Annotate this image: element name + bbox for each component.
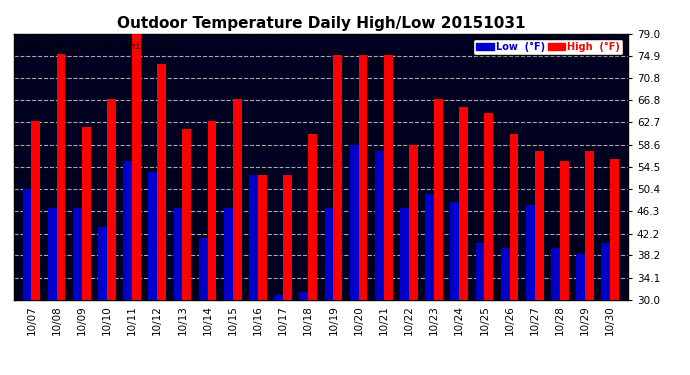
Bar: [308, 134, 317, 300]
Bar: [409, 145, 417, 300]
Bar: [182, 129, 191, 300]
Bar: [132, 34, 141, 300]
Bar: [535, 151, 544, 300]
Bar: [224, 208, 233, 300]
Text: Copyright 2015 Cartronics.com: Copyright 2015 Cartronics.com: [17, 42, 172, 51]
Bar: [157, 64, 166, 300]
Bar: [124, 162, 132, 300]
Bar: [23, 189, 32, 300]
Bar: [425, 194, 434, 300]
Bar: [576, 254, 585, 300]
Bar: [551, 248, 560, 300]
Bar: [57, 54, 66, 300]
Bar: [526, 205, 535, 300]
Bar: [400, 208, 409, 300]
Bar: [350, 145, 359, 300]
Bar: [32, 121, 40, 300]
Bar: [484, 112, 493, 300]
Bar: [73, 208, 81, 300]
Bar: [98, 226, 107, 300]
Bar: [299, 292, 308, 300]
Bar: [81, 127, 90, 300]
Bar: [199, 237, 208, 300]
Bar: [375, 151, 384, 300]
Bar: [107, 99, 116, 300]
Bar: [208, 121, 217, 300]
Bar: [174, 208, 182, 300]
Bar: [275, 295, 283, 300]
Bar: [148, 172, 157, 300]
Bar: [510, 134, 518, 300]
Bar: [384, 56, 393, 300]
Bar: [501, 248, 510, 300]
Bar: [359, 56, 367, 300]
Legend: Low  (°F), High  (°F): Low (°F), High (°F): [473, 39, 623, 54]
Title: Outdoor Temperature Daily High/Low 20151031: Outdoor Temperature Daily High/Low 20151…: [117, 16, 525, 31]
Bar: [434, 99, 443, 300]
Bar: [560, 162, 569, 300]
Bar: [460, 107, 468, 300]
Bar: [451, 202, 460, 300]
Bar: [283, 175, 292, 300]
Bar: [249, 175, 258, 300]
Bar: [610, 159, 619, 300]
Bar: [333, 56, 342, 300]
Bar: [585, 151, 594, 300]
Bar: [324, 208, 333, 300]
Bar: [48, 208, 57, 300]
Bar: [258, 175, 267, 300]
Bar: [475, 243, 484, 300]
Bar: [233, 99, 241, 300]
Bar: [602, 243, 610, 300]
